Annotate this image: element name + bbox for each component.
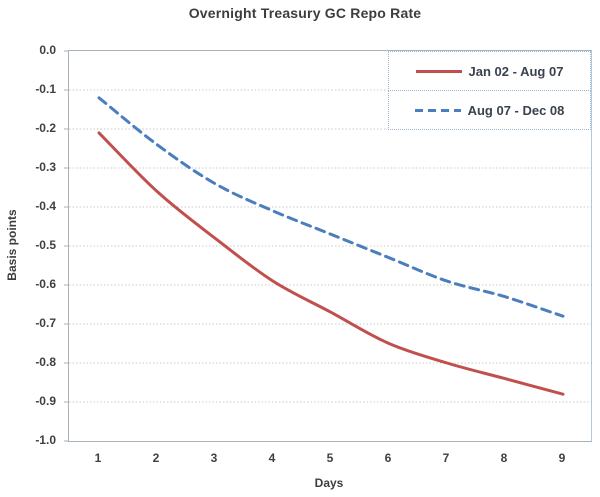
x-axis-tick-labels: 1 2 3 4 5 6 7 8 9 (68, 451, 590, 467)
x-tick-label: 3 (210, 451, 218, 465)
series-line-0 (97, 131, 565, 396)
y-tick-label: -1.0 (35, 433, 56, 447)
y-tick-label: -0.6 (35, 277, 56, 291)
x-tick-label: 2 (152, 451, 160, 465)
blue-dashed-line-sample (414, 108, 461, 112)
legend: Jan 02 - Aug 07 Aug 07 - Dec 08 (388, 51, 591, 130)
x-tick-label: 4 (268, 451, 276, 465)
y-axis-tick-labels: 0.0 -0.1 -0.2 -0.3 -0.4 -0.5 -0.6 -0.7 -0.8 -0.9 -… (0, 43, 62, 447)
y-tick-label: -0.4 (35, 199, 56, 213)
x-tick-label: 8 (500, 451, 508, 465)
plot-area: Jan 02 - Aug 07 Aug 07 - Dec 08 (64, 50, 592, 442)
y-tick-label: -0.3 (35, 160, 56, 174)
series-line-1 (97, 96, 565, 318)
red-solid-line-sample (415, 69, 462, 73)
y-tick-label: 0.0 (39, 43, 56, 57)
x-tick-label: 9 (558, 451, 566, 465)
y-tick-label: -0.9 (35, 394, 56, 408)
legend-item-aug07-dec08: Aug 07 - Dec 08 (388, 90, 591, 130)
y-tick-label: -0.7 (35, 316, 56, 330)
x-tick-label: 7 (442, 451, 450, 465)
y-tick-label: -0.8 (35, 355, 56, 369)
y-tick-label: -0.2 (35, 121, 56, 135)
x-tick-label: 5 (326, 451, 334, 465)
x-axis-title: Days (314, 476, 344, 490)
y-tick-label: -0.1 (35, 82, 56, 96)
legend-label: Aug 07 - Dec 08 (467, 102, 565, 118)
legend-item-jan02-aug07: Jan 02 - Aug 07 (388, 51, 591, 91)
chart-title: Overnight Treasury GC Repo Rate (188, 5, 422, 21)
series-plot-svg (64, 50, 591, 442)
legend-label: Jan 02 - Aug 07 (468, 63, 564, 79)
x-tick-label: 6 (384, 451, 392, 465)
x-tick-label: 1 (94, 451, 102, 465)
y-tick-label: -0.5 (35, 238, 56, 252)
